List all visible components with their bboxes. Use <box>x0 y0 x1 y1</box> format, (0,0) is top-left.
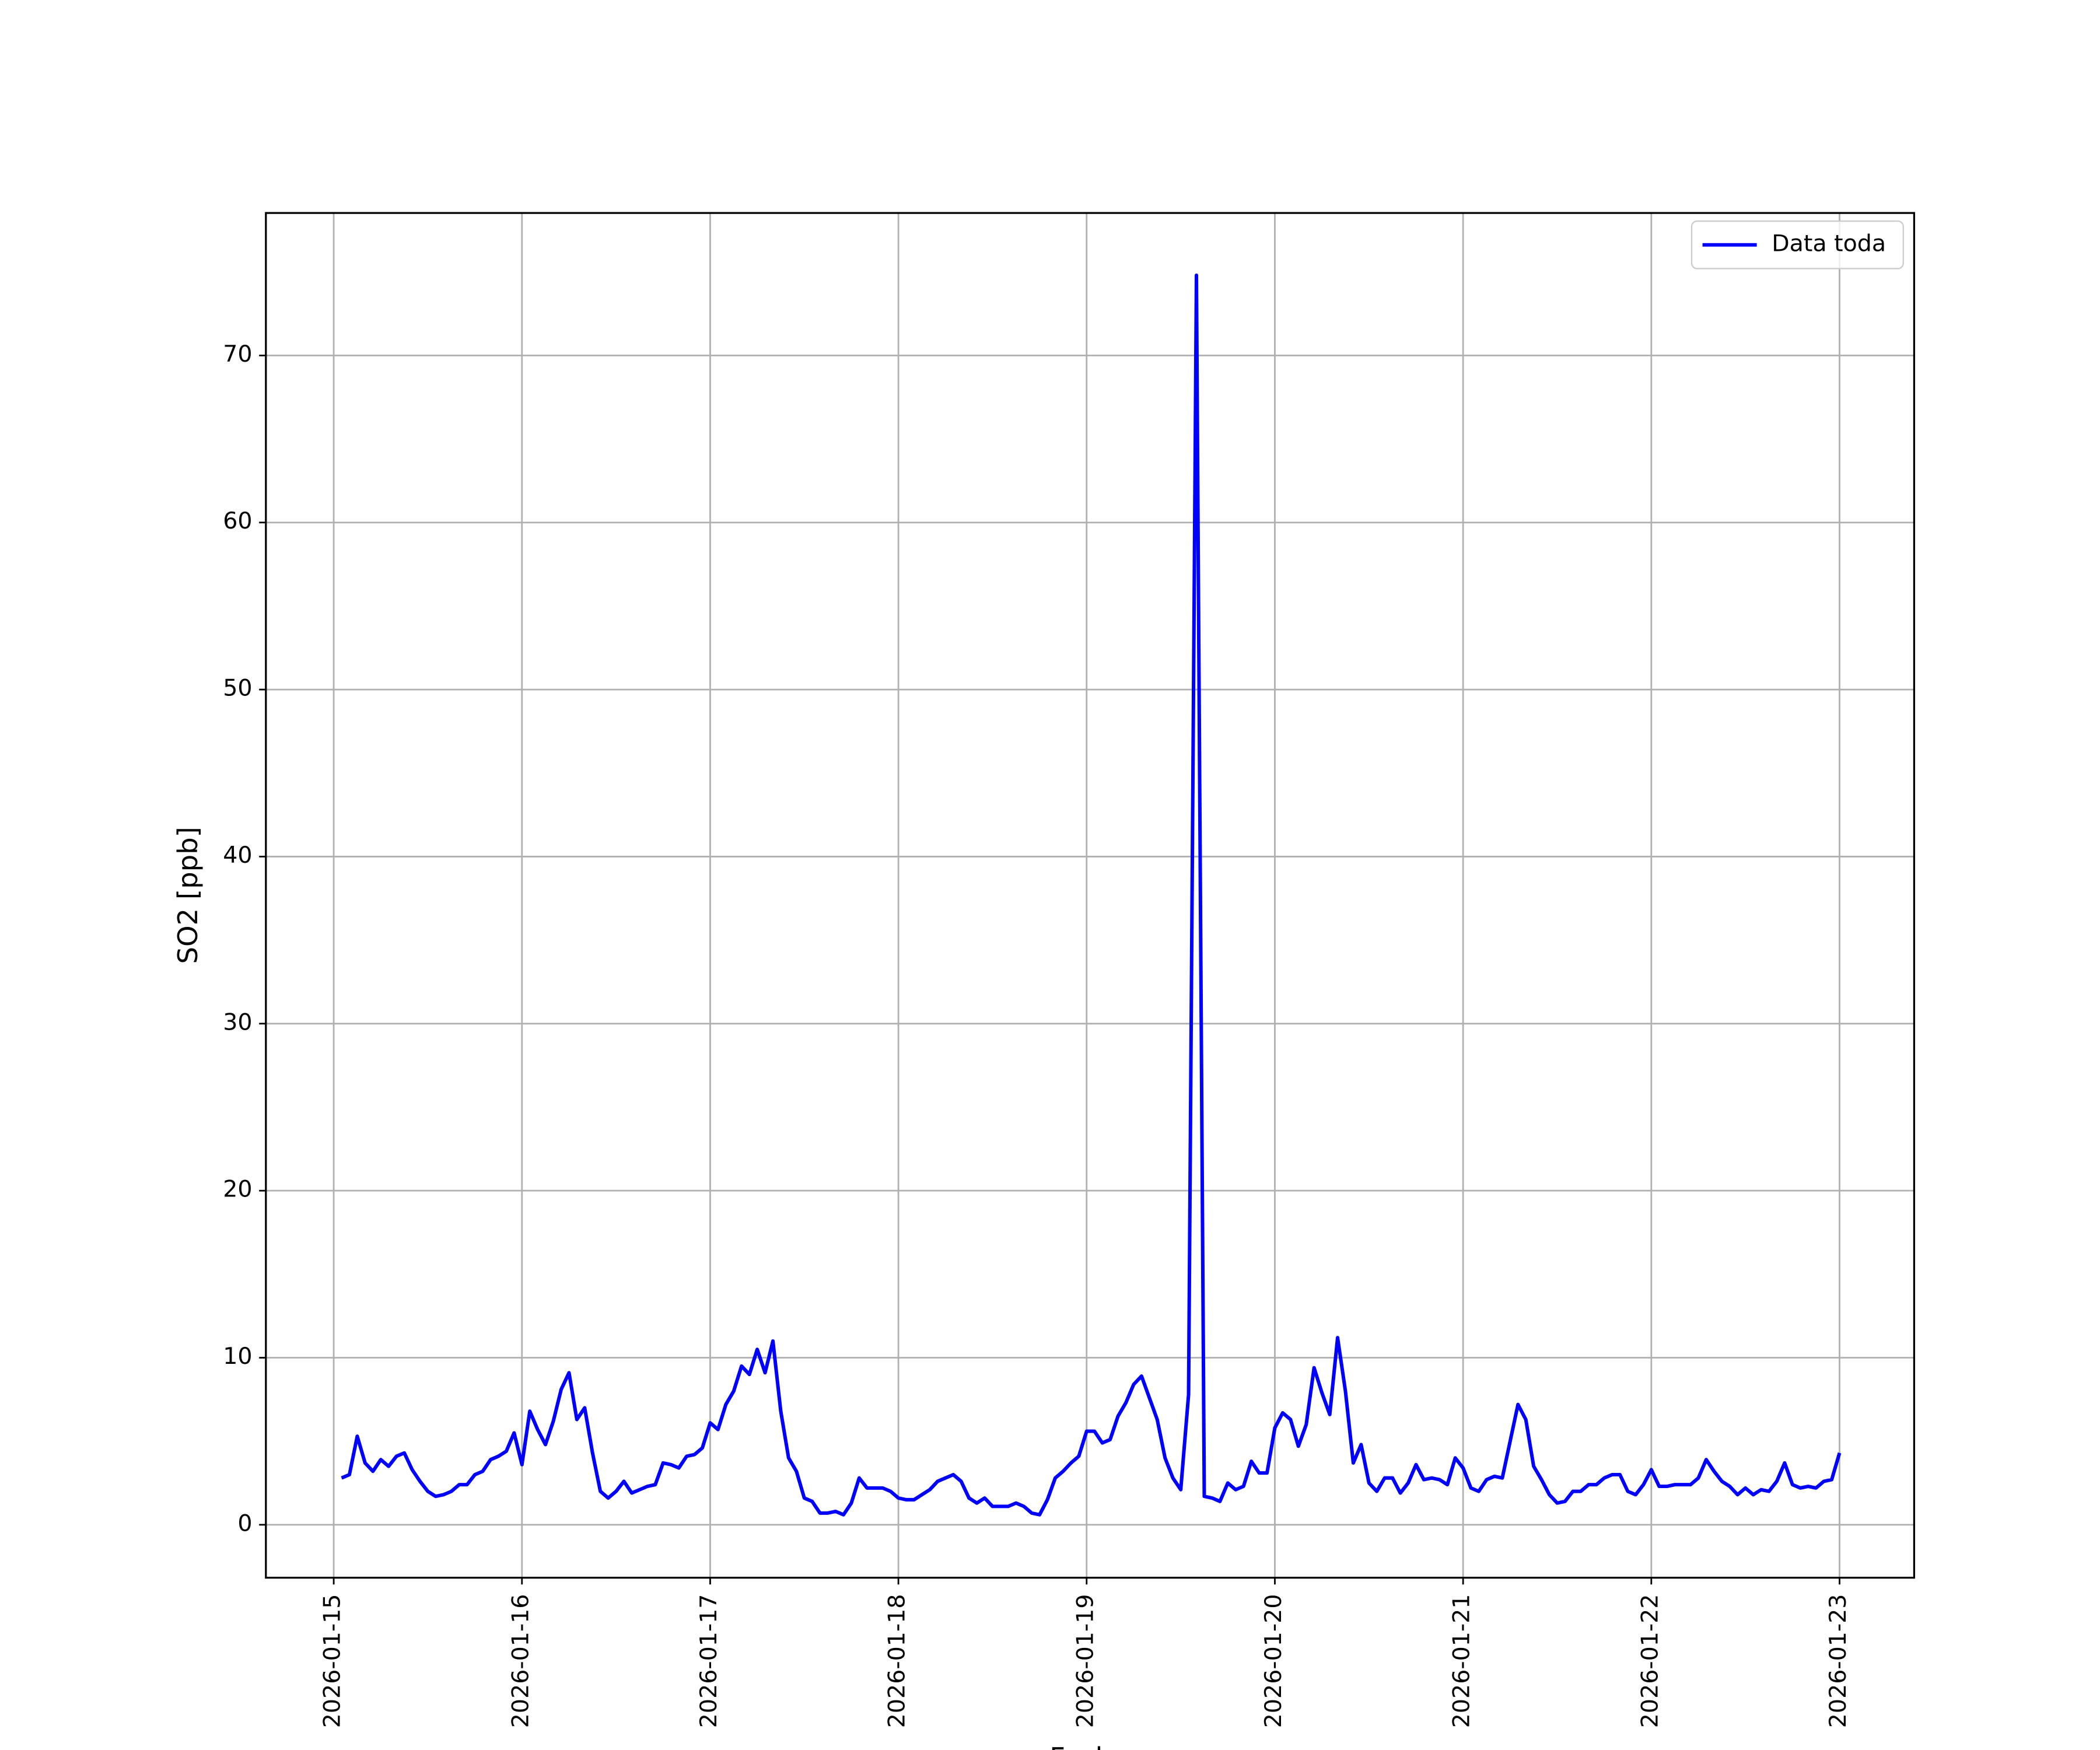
legend: Data toda <box>1690 220 1904 270</box>
legend-label: Data toda <box>1772 230 1886 257</box>
y-tick-label: 70 <box>223 341 252 368</box>
x-tick-label: 2026-01-16 <box>507 1594 534 1728</box>
x-tick-label: 2026-01-19 <box>1072 1594 1098 1728</box>
y-tick-label: 0 <box>237 1510 252 1536</box>
grid <box>265 213 1915 1578</box>
y-tick-label: 50 <box>223 675 252 702</box>
x-axis-label: Fecha <box>1049 1742 1129 1750</box>
y-axis-label: SO2 [ppb] <box>172 827 204 964</box>
x-tick-label: 2026-01-17 <box>695 1594 722 1728</box>
y-tick-label: 60 <box>223 508 252 534</box>
data-line <box>341 273 1842 1517</box>
x-tick-label: 2026-01-21 <box>1448 1594 1475 1728</box>
legend-box <box>1690 220 1904 270</box>
y-tick-label: 40 <box>223 842 252 869</box>
y-tick-label: 30 <box>223 1009 252 1035</box>
x-tick-label: 2026-01-23 <box>1825 1594 1852 1728</box>
y-tick-label: 10 <box>223 1343 252 1370</box>
x-tick-label: 2026-01-20 <box>1260 1594 1287 1728</box>
x-tick-label: 2026-01-15 <box>319 1594 346 1728</box>
plot-area <box>341 273 1842 1517</box>
x-tick-label: 2026-01-18 <box>884 1594 911 1728</box>
x-tick-label: 2026-01-22 <box>1636 1594 1663 1728</box>
y-tick-label: 20 <box>223 1176 252 1203</box>
axes-frame <box>265 212 1916 1579</box>
